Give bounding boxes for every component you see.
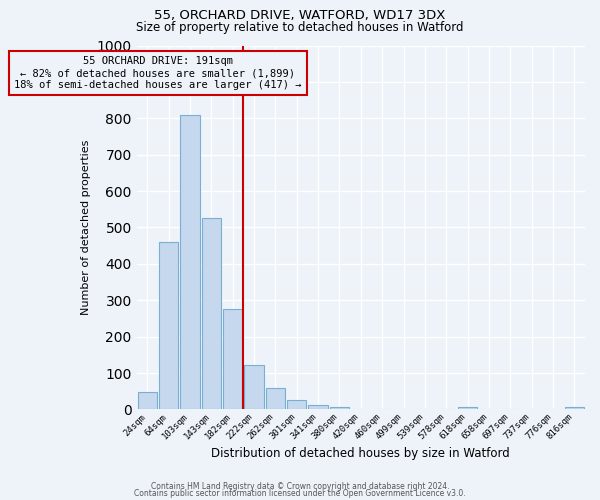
Text: Contains public sector information licensed under the Open Government Licence v3: Contains public sector information licen…: [134, 489, 466, 498]
Bar: [330, 406, 349, 410]
Bar: [565, 407, 584, 410]
Bar: [308, 405, 328, 409]
Text: 55, ORCHARD DRIVE, WATFORD, WD17 3DX: 55, ORCHARD DRIVE, WATFORD, WD17 3DX: [154, 9, 446, 22]
Text: Contains HM Land Registry data © Crown copyright and database right 2024.: Contains HM Land Registry data © Crown c…: [151, 482, 449, 491]
Text: 55 ORCHARD DRIVE: 191sqm
← 82% of detached houses are smaller (1,899)
18% of sem: 55 ORCHARD DRIVE: 191sqm ← 82% of detach…: [14, 56, 302, 90]
Bar: [181, 114, 200, 410]
X-axis label: Distribution of detached houses by size in Watford: Distribution of detached houses by size …: [211, 447, 510, 460]
Bar: [159, 242, 178, 410]
Bar: [244, 365, 263, 410]
Text: Size of property relative to detached houses in Watford: Size of property relative to detached ho…: [136, 21, 464, 34]
Bar: [266, 388, 285, 409]
Bar: [202, 218, 221, 410]
Bar: [137, 392, 157, 409]
Bar: [223, 310, 242, 410]
Bar: [287, 400, 307, 409]
Bar: [458, 407, 477, 410]
Y-axis label: Number of detached properties: Number of detached properties: [81, 140, 91, 315]
